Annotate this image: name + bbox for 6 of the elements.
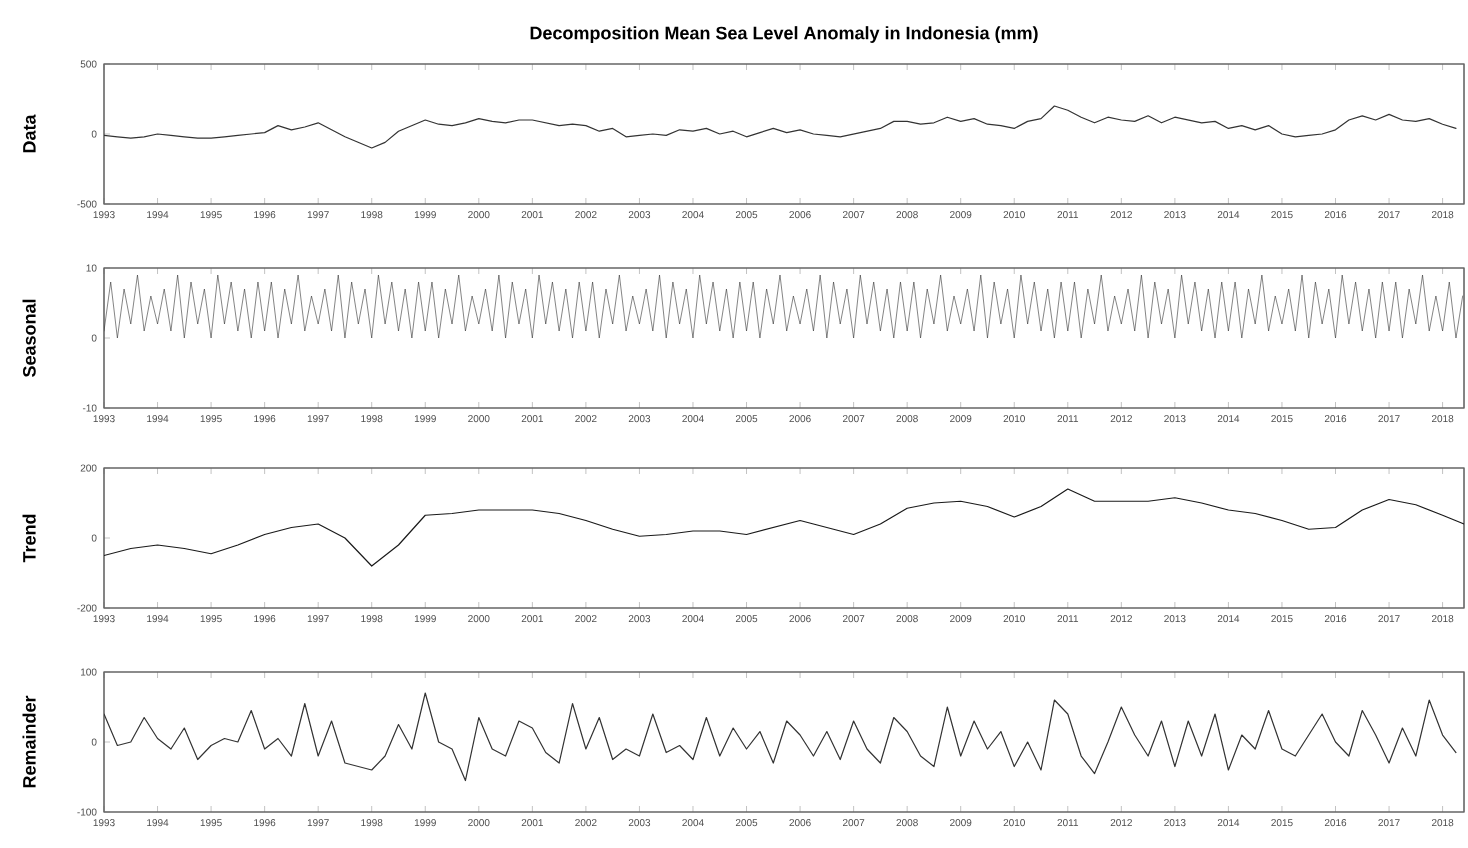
y-axis-title: Data xyxy=(23,114,36,153)
line-series xyxy=(104,274,1463,339)
y-axis-title: Seasonal xyxy=(22,299,36,377)
chart-title: Decomposition Mean Sea Level Anomaly in Indonesia (mm) xyxy=(530,26,1038,43)
y-axis-title: Trend xyxy=(22,514,36,563)
y-axis-title: Remainder xyxy=(22,695,36,788)
